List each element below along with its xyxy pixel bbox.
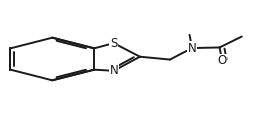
Text: N: N (109, 64, 118, 77)
Text: S: S (110, 37, 117, 50)
Text: O: O (218, 54, 227, 67)
Text: N: N (188, 42, 196, 55)
